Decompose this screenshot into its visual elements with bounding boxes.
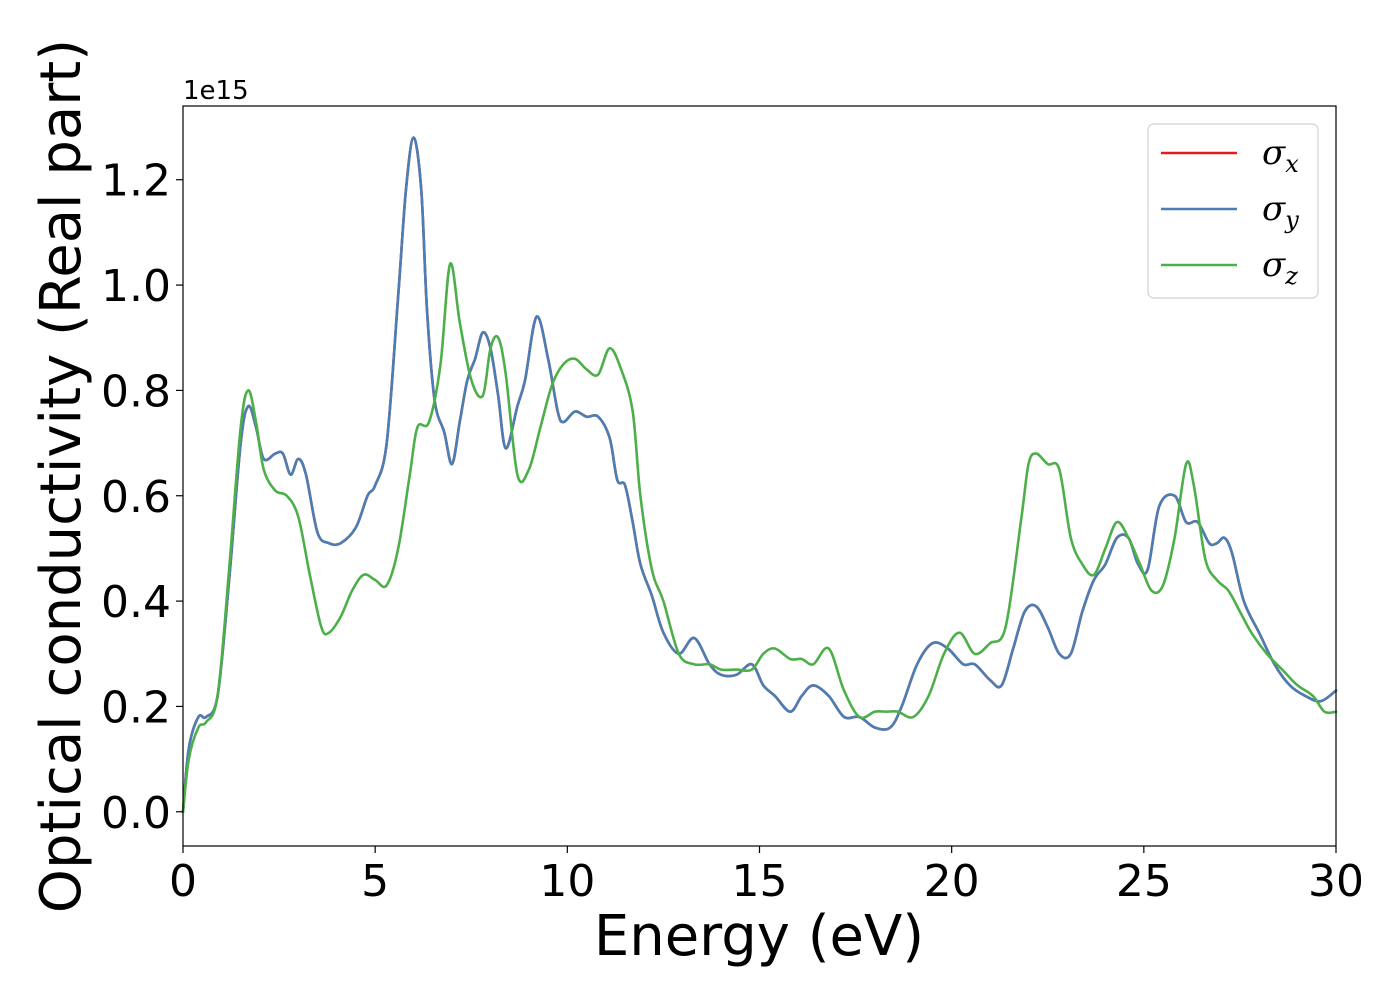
y-tick-label: 1.2 bbox=[101, 156, 171, 207]
y-tick-label: 0.8 bbox=[101, 366, 171, 417]
y-tick-label: 0.6 bbox=[101, 472, 171, 523]
y-tick-label: 1.0 bbox=[101, 261, 171, 312]
x-axis-label: Energy (eV) bbox=[594, 904, 924, 969]
legend-label-x: σx bbox=[1262, 133, 1299, 178]
series-lines bbox=[181, 136, 1338, 814]
x-axis-ticks: 0 5 10 15 20 25 30 bbox=[169, 846, 1364, 907]
x-tick-label: 25 bbox=[1116, 856, 1172, 907]
y-axis-label: Optical conductivity (Real part) bbox=[29, 39, 94, 913]
x-tick-label: 5 bbox=[361, 856, 389, 907]
y-tick-label: 0.2 bbox=[101, 682, 171, 733]
legend-label-y: σy bbox=[1262, 189, 1299, 234]
x-tick-label: 30 bbox=[1308, 856, 1364, 907]
x-tick-label: 0 bbox=[169, 856, 197, 907]
y-tick-label: 0.4 bbox=[101, 577, 171, 628]
x-tick-label: 20 bbox=[924, 856, 980, 907]
legend-box bbox=[1147, 123, 1319, 299]
plot-background bbox=[183, 106, 1336, 846]
y-tick-label: 0.0 bbox=[101, 788, 171, 839]
y-offset-label: 1e15 bbox=[183, 76, 249, 106]
x-tick-label: 15 bbox=[732, 856, 788, 907]
legend-label-z: σz bbox=[1262, 245, 1298, 290]
series-line-y bbox=[181, 136, 1338, 814]
x-tick-label: 10 bbox=[539, 856, 595, 907]
legend: σx σy σz bbox=[1147, 123, 1319, 299]
series-line-z bbox=[181, 262, 1338, 814]
y-axis-ticks: 0.0 0.2 0.4 0.6 0.8 1.0 1.2 bbox=[101, 156, 183, 839]
